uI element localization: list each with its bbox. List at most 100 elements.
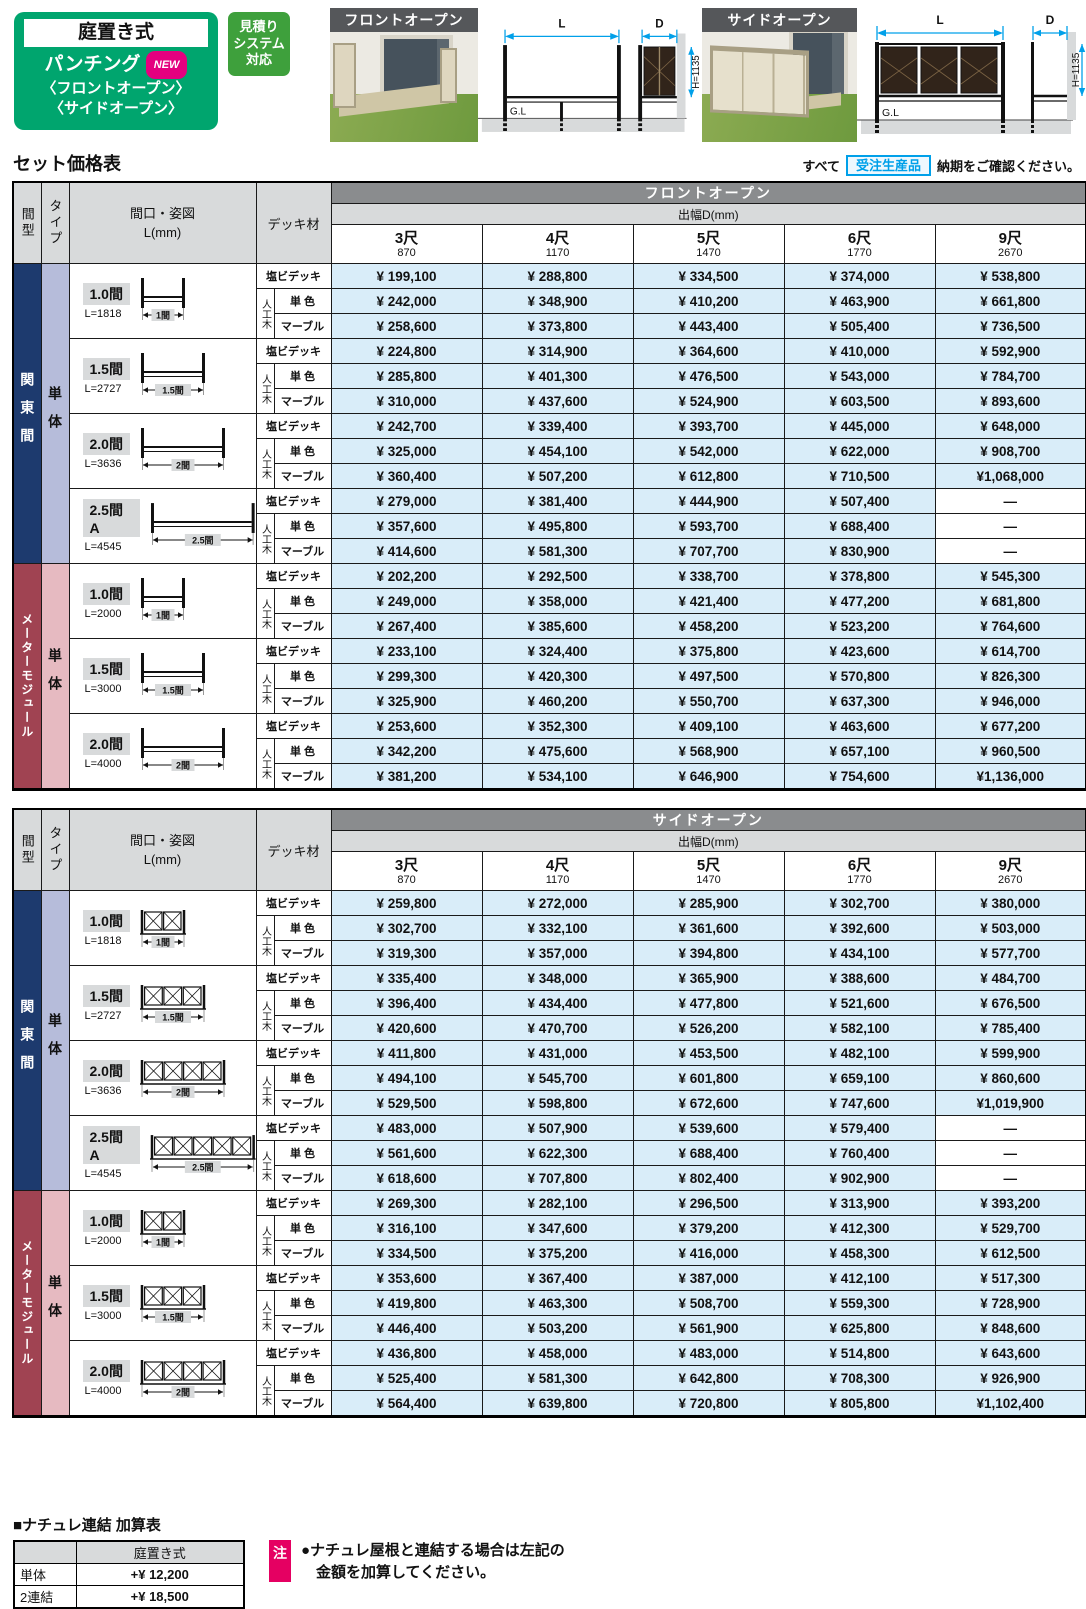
span-label-block: 1.5間 L=3000 [82, 1284, 130, 1322]
size-mm: 1470 [696, 874, 721, 886]
price-cell: ¥ 282,100 [481, 1190, 634, 1216]
svg-text:2間: 2間 [176, 1388, 190, 1398]
deck-label-marble: マーブル [273, 388, 332, 414]
front-open-price-table: 間型 タイプ 間口・姿図 L(mm) デッキ材 フロントオープン 出幅D(mm) 3尺 870… [12, 181, 1086, 791]
header-deck: デッキ材 [255, 808, 332, 891]
deck-label-jinko: 人工木 [255, 738, 275, 790]
size-mm: 1770 [847, 247, 872, 259]
span-label-block: 2.0間 L=4000 [82, 732, 130, 770]
size-mm: 1770 [847, 874, 872, 886]
price-cell: ¥ 503,000 [934, 915, 1086, 941]
span-cell: 1.0間 L=2000 1間 [68, 563, 257, 639]
span-diagram: 2間 [139, 1360, 226, 1398]
size-shaku: 6尺 [847, 857, 872, 874]
price-cell: ¥ 946,000 [934, 688, 1086, 714]
price-cell: ¥ 434,400 [481, 990, 634, 1016]
deck-label-enbi: 塩ビデッキ [255, 1115, 332, 1141]
h-dimension-label: H=1135 [691, 55, 700, 88]
side-open-photo-label: サイドオープン [702, 8, 857, 32]
span-diagram: 2間 [140, 728, 225, 771]
price-cell: ¥ 747,600 [783, 1090, 936, 1116]
price-cell: ¥1,102,400 [934, 1390, 1086, 1417]
price-cell: ¥ 374,000 [783, 263, 936, 289]
order-note-prefix: すべて [802, 159, 840, 174]
price-cell: ¥ 476,500 [632, 363, 785, 389]
price-cell: ¥ 592,900 [934, 338, 1086, 364]
size-mm: 1470 [696, 247, 721, 259]
price-cell: ¥ 637,300 [783, 688, 936, 714]
price-cell: ¥ 785,400 [934, 1015, 1086, 1041]
order-note-suffix: 納期をご確認ください。 [936, 159, 1080, 174]
price-cell: ¥ 507,900 [481, 1115, 634, 1141]
deck-label-jinko: 人工木 [255, 438, 275, 489]
price-cell: ¥ 477,200 [783, 588, 936, 614]
deck-label-marble: マーブル [273, 1165, 332, 1191]
note-line-1: ●ナチュレ屋根と連結する場合は左記の [301, 1542, 565, 1559]
price-cell: ¥ 334,500 [330, 1240, 483, 1266]
price-cell: ¥ 564,400 [330, 1390, 483, 1417]
deck-label-tansyoku: 単 色 [273, 1065, 332, 1091]
span-cell: 2.5間A L=4545 2.5間 [68, 1115, 257, 1191]
price-cell: ¥ 409,100 [632, 713, 785, 739]
price-cell: ¥ 339,400 [481, 413, 634, 439]
price-cell: ¥ 483,000 [632, 1340, 785, 1366]
deck-label-jinko: 人工木 [255, 1215, 275, 1266]
new-badge: NEW [145, 51, 188, 79]
price-cell: ¥ 902,900 [783, 1165, 936, 1191]
price-cell: ¥1,019,900 [934, 1090, 1086, 1116]
header-type: タイプ [40, 808, 70, 891]
price-cell: ¥ 267,400 [330, 613, 483, 639]
price-cell: ¥ 570,800 [783, 663, 936, 689]
price-cell: ¥ 392,600 [783, 915, 936, 941]
price-cell: ¥ 830,900 [783, 538, 936, 564]
size-column-header: 3尺 870 [330, 224, 483, 264]
price-cell: ¥ 347,600 [481, 1215, 634, 1241]
span-label-block: 1.5間 L=2727 [82, 357, 130, 395]
addition-row-label: 単体 [13, 1563, 77, 1586]
deck-label-jinko: 人工木 [255, 288, 275, 339]
deck-label-enbi: 塩ビデッキ [255, 1340, 332, 1366]
h-dimension-label: H=1135 [1071, 52, 1082, 87]
price-cell: ¥ 561,600 [330, 1140, 483, 1166]
price-cell: ¥ 599,900 [934, 1040, 1086, 1066]
price-cell: ¥ 643,600 [934, 1340, 1086, 1366]
price-cell: ¥ 463,900 [783, 288, 936, 314]
price-cell: ¥ 517,300 [934, 1265, 1086, 1291]
price-cell: ¥ 612,500 [934, 1240, 1086, 1266]
price-cell: ¥ 893,600 [934, 388, 1086, 414]
size-column-header: 3尺 870 [330, 851, 483, 891]
price-cell: ¥ 319,300 [330, 940, 483, 966]
price-cell: ¥ 285,900 [632, 890, 785, 916]
price-cell: ¥ 421,400 [632, 588, 785, 614]
price-cell: ¥ 463,600 [783, 713, 936, 739]
price-cell: ¥ 423,600 [783, 638, 936, 664]
addition-section: ■ナチュレ連結 加算表 庭置き式 単体 +¥ 12,200 2連結 +¥ 18,500 … [13, 1514, 1086, 1609]
span-length: L=4545 [84, 541, 122, 553]
サイドオープン-table: 間型 タイプ 間口・姿図 L(mm) デッキ材 サイドオープン 出幅D(mm) 3尺 870 4… [12, 808, 1086, 1418]
price-cell: ¥ 926,900 [934, 1365, 1086, 1391]
price-cell: ¥ 444,900 [632, 488, 785, 514]
price-cell: ¥1,136,000 [934, 763, 1086, 790]
price-cell: ¥ 579,400 [783, 1115, 936, 1141]
span-length: L=2000 [84, 607, 122, 620]
price-cell: ¥ 707,700 [632, 538, 785, 564]
addition-row-value: +¥ 18,500 [75, 1585, 245, 1609]
price-cell: ¥ 272,000 [481, 890, 634, 916]
span-label: 2.0間 [82, 1359, 130, 1382]
table-title-band: サイドオープン [330, 808, 1086, 831]
price-cell: ¥ 259,800 [330, 890, 483, 916]
price-cell: ¥ 443,400 [632, 313, 785, 339]
price-cell: ¥ 360,400 [330, 463, 483, 489]
price-cell: ¥ 242,700 [330, 413, 483, 439]
price-cell: ¥ 288,800 [481, 263, 634, 289]
price-cell: ¥ 728,900 [934, 1290, 1086, 1316]
deck-label-enbi: 塩ビデッキ [255, 1265, 332, 1291]
svg-text:1.5間: 1.5間 [162, 1013, 184, 1023]
size-column-header: 6尺 1770 [783, 224, 936, 264]
span-label: 1.5間 [82, 657, 130, 680]
deck-label-enbi: 塩ビデッキ [255, 488, 332, 514]
price-cell: ¥ 381,400 [481, 488, 634, 514]
price-cell: ¥ 357,600 [330, 513, 483, 539]
price-cell: ¥ 335,400 [330, 965, 483, 991]
svg-text:1間: 1間 [156, 311, 170, 321]
